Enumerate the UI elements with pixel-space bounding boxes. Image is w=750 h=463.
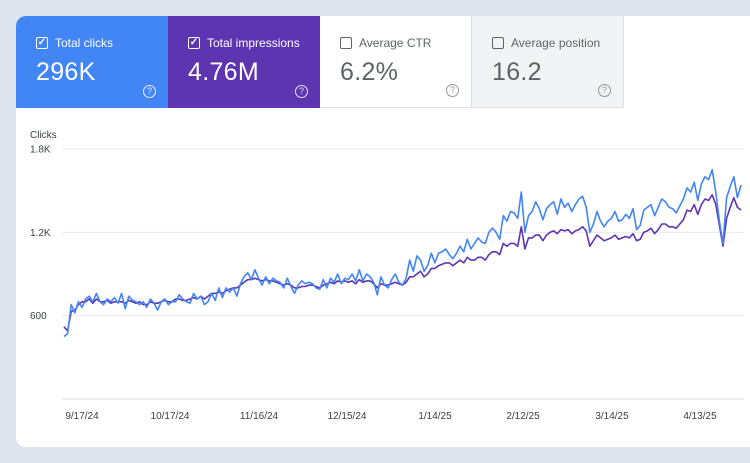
tile-value: 6.2% [340, 58, 399, 86]
y-tick-label: 1.8K [30, 145, 51, 156]
x-tick-label: 1/14/25 [418, 411, 452, 422]
checkbox-unchecked-icon[interactable] [340, 37, 352, 49]
total-clicks-tile[interactable]: ✓ Total clicks 296K ? [16, 16, 168, 108]
checkbox-unchecked-icon[interactable] [492, 37, 504, 49]
help-icon[interactable]: ? [446, 84, 459, 97]
total-clicks-line [63, 169, 742, 338]
tile-header: Average position [492, 36, 600, 50]
average-position-tile[interactable]: Average position 16.2 ? [472, 16, 624, 108]
y-tick-label: 1.2K [30, 228, 51, 239]
metric-tiles: ✓ Total clicks 296K ? ✓ Total impression… [16, 16, 626, 108]
help-icon[interactable]: ? [598, 84, 611, 97]
x-tick-label: 10/17/24 [151, 411, 190, 422]
x-tick-label: 3/14/25 [595, 411, 629, 422]
chart-series [63, 169, 742, 338]
x-tick-label: 2/12/25 [506, 411, 540, 422]
tile-header: ✓ Total impressions [188, 36, 300, 50]
tile-label: Average CTR [359, 36, 432, 50]
tile-label: Average position [511, 36, 601, 50]
average-ctr-tile[interactable]: Average CTR 6.2% ? [320, 16, 472, 108]
y-axis-title: Clicks [30, 130, 57, 141]
total-impressions-line [63, 194, 742, 332]
tile-value: 296K [36, 58, 96, 86]
tile-header: Average CTR [340, 36, 431, 50]
tile-header: ✓ Total clicks [36, 36, 113, 50]
help-icon[interactable]: ? [143, 85, 156, 98]
tile-label: Total clicks [55, 36, 114, 50]
total-impressions-tile[interactable]: ✓ Total impressions 4.76M ? [168, 16, 320, 108]
chart-grid [62, 148, 744, 400]
checkbox-checked-icon[interactable]: ✓ [188, 37, 200, 49]
y-tick-label: 600 [30, 311, 47, 322]
tile-value: 4.76M [188, 58, 259, 86]
x-tick-label: 12/15/24 [328, 411, 367, 422]
x-tick-label: 4/13/25 [683, 411, 717, 422]
tile-value: 16.2 [492, 58, 542, 86]
help-icon[interactable]: ? [295, 85, 308, 98]
clicks-impressions-chart: Clicks 1.8K 1.2K 600 9/17/24 10/17/24 11/16/… [30, 130, 744, 422]
x-tick-label: 9/17/24 [65, 411, 99, 422]
tile-label: Total impressions [207, 36, 300, 50]
y-axis: Clicks 1.8K 1.2K 600 [30, 130, 57, 322]
x-tick-label: 11/16/24 [240, 411, 279, 422]
checkbox-checked-icon[interactable]: ✓ [36, 37, 48, 49]
x-axis: 9/17/24 10/17/24 11/16/24 12/15/24 1/14/25 2/… [65, 411, 717, 422]
performance-card: ✓ Total clicks 296K ? ✓ Total impression… [16, 16, 750, 447]
